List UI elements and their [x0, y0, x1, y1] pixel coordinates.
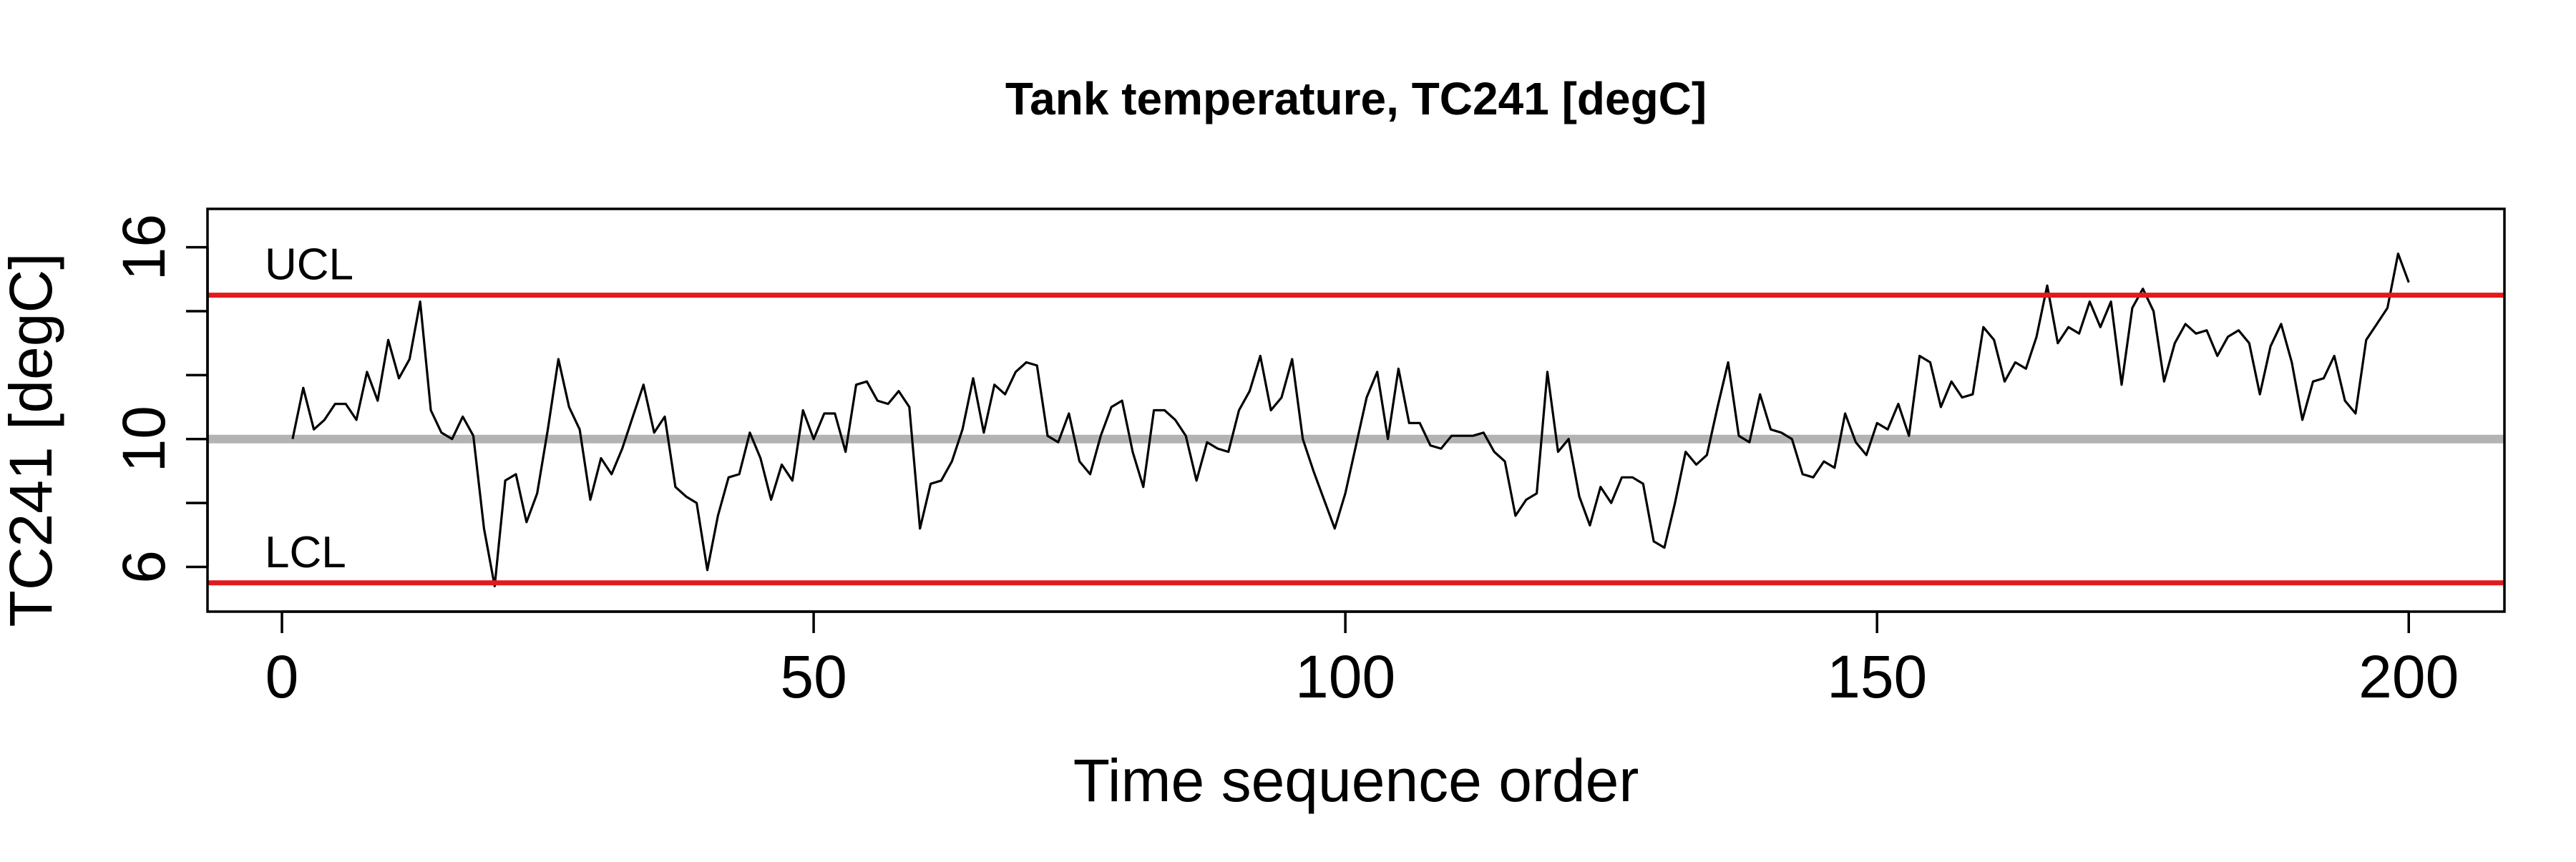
x-tick-label: 150 — [1827, 643, 1927, 710]
y-tick-label: 10 — [110, 406, 177, 472]
x-tick-label: 0 — [265, 643, 299, 710]
x-tick-label: 100 — [1295, 643, 1395, 710]
x-tick-label: 50 — [780, 643, 847, 710]
ucl-label: UCL — [265, 240, 353, 290]
lcl-label: LCL — [265, 528, 346, 577]
y-axis-label: TC241 [degC] — [0, 253, 64, 627]
plot-frame — [206, 207, 2506, 613]
x-axis-label: Time sequence order — [1073, 747, 1639, 814]
y-tick-label: 16 — [110, 214, 177, 280]
chart-title: Tank temperature, TC241 [degC] — [1005, 73, 1707, 124]
y-tick-label: 6 — [110, 550, 177, 584]
plot-area: UCL LCL 0 50 100 150 200 6 10 16 — [110, 207, 2506, 710]
x-tick-label: 200 — [2358, 643, 2459, 710]
temperature-series-line — [291, 253, 2410, 587]
